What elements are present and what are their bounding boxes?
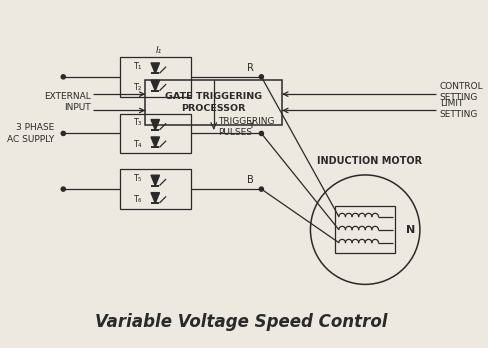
Text: T₂: T₂	[133, 83, 141, 92]
Polygon shape	[151, 137, 160, 147]
Polygon shape	[151, 175, 160, 185]
Text: N: N	[406, 225, 415, 235]
Text: I₁: I₁	[156, 46, 162, 55]
Bar	[335, 206, 395, 253]
Text: 3 PHASE
AC SUPPLY: 3 PHASE AC SUPPLY	[6, 123, 54, 144]
Circle shape	[61, 75, 65, 79]
Text: LIMIT
SETTING: LIMIT SETTING	[440, 98, 478, 119]
Bar	[120, 57, 191, 97]
Text: R: R	[247, 63, 254, 73]
Circle shape	[61, 187, 65, 191]
Text: Y: Y	[248, 120, 254, 130]
Text: TRIGGERING
PULSES: TRIGGERING PULSES	[219, 117, 275, 137]
Text: T₅: T₅	[133, 174, 141, 183]
Bar	[145, 80, 282, 125]
Text: T₄: T₄	[133, 140, 141, 149]
Text: EXTERNAL
INPUT: EXTERNAL INPUT	[44, 92, 91, 112]
Polygon shape	[151, 193, 160, 203]
Circle shape	[61, 131, 65, 135]
Text: T₁: T₁	[133, 62, 141, 71]
Circle shape	[259, 187, 264, 191]
Circle shape	[259, 75, 264, 79]
Text: T₆: T₆	[133, 195, 141, 204]
Polygon shape	[151, 80, 160, 91]
Text: B: B	[247, 175, 254, 185]
Bar	[120, 113, 191, 153]
Text: T₃: T₃	[133, 118, 141, 127]
Circle shape	[259, 131, 264, 135]
Polygon shape	[151, 63, 160, 73]
Text: Variable Voltage Speed Control: Variable Voltage Speed Control	[95, 313, 388, 331]
Text: INDUCTION MOTOR: INDUCTION MOTOR	[317, 156, 423, 166]
Text: GATE TRIGGERING
PROCESSOR: GATE TRIGGERING PROCESSOR	[165, 92, 263, 113]
Bar	[120, 169, 191, 209]
Text: CONTROL
SETTING: CONTROL SETTING	[440, 82, 483, 102]
Polygon shape	[151, 119, 160, 130]
